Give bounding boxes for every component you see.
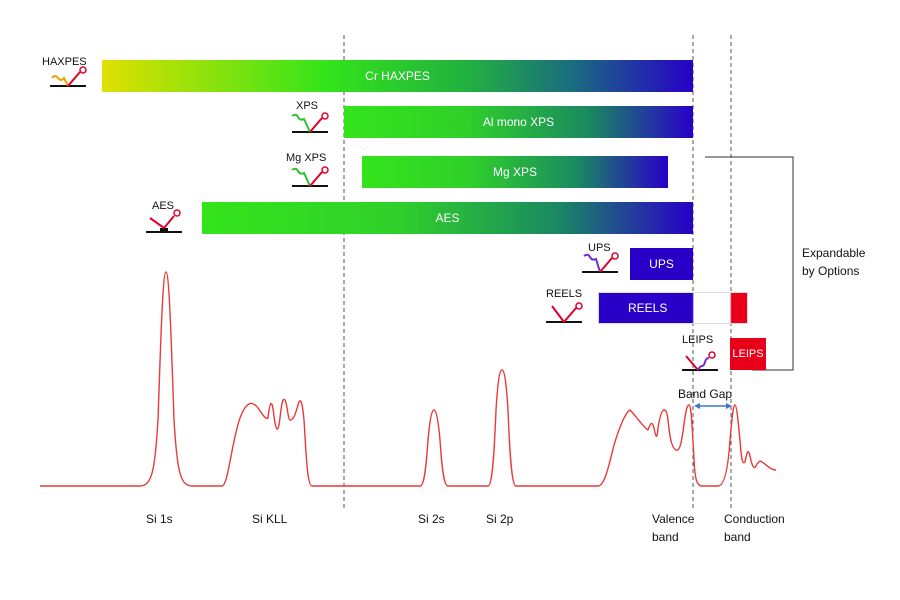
- expandable-line2: by Options: [802, 264, 860, 278]
- bar-leips: LEIPS: [730, 338, 766, 370]
- tag-mg-xps: Mg XPS: [286, 152, 327, 164]
- bar-ups: UPS: [630, 248, 693, 280]
- bar-label: Al mono XPS: [482, 115, 555, 129]
- tag-ups: UPS: [588, 242, 611, 254]
- peak-label-sikll: Si KLL: [252, 512, 288, 526]
- haxpes-icon: [50, 66, 87, 87]
- bar-cr-haxpes: Cr HAXPES: [102, 60, 693, 92]
- bar-label: UPS: [649, 257, 674, 271]
- bar-label: LEIPS: [732, 348, 764, 360]
- ups-icon: [582, 252, 619, 273]
- leips-icon: [682, 351, 718, 371]
- tag-reels: REELS: [546, 288, 583, 300]
- valence-line1: Valence: [652, 512, 695, 526]
- aes-icon: [146, 209, 182, 233]
- tag-leips: LEIPS: [682, 334, 714, 346]
- tag-haxpes: HAXPES: [42, 56, 87, 68]
- bar-aes: AES: [202, 202, 693, 234]
- conduction-line1: Conduction: [724, 512, 785, 526]
- bar-reels: REELS: [598, 292, 748, 324]
- peak-label-si2s: Si 2s: [418, 512, 445, 526]
- reels-icon: [546, 302, 583, 323]
- expandable-label: Expandable by Options: [802, 246, 865, 278]
- conduction-line2: band: [724, 530, 751, 544]
- band-gap-arrow: [694, 403, 732, 409]
- bar-label: AES: [435, 211, 460, 225]
- valence-line2: band: [652, 530, 679, 544]
- band-gap-label: Band Gap: [678, 387, 733, 401]
- valence-band-label: Valence band: [652, 512, 694, 544]
- expandable-line1: Expandable: [802, 246, 866, 260]
- bar-al-mono-xps: Al mono XPS: [344, 106, 693, 138]
- tag-xps: XPS: [296, 100, 319, 112]
- expandable-bracket: [705, 156, 794, 371]
- conduction-band-label: Conduction band: [724, 512, 785, 544]
- bar-label: REELS: [628, 301, 668, 315]
- peak-label-si1s: Si 1s: [146, 512, 173, 526]
- peak-label-si2p: Si 2p: [486, 512, 514, 526]
- spectrum-curve: [40, 271, 777, 487]
- bar-label: Mg XPS: [492, 165, 537, 179]
- bar-label: Cr HAXPES: [365, 69, 430, 83]
- mg-xps-icon: [291, 166, 329, 187]
- tag-aes: AES: [152, 200, 175, 212]
- bar-mg-xps: Mg XPS: [362, 156, 668, 188]
- xps-icon: [291, 112, 329, 133]
